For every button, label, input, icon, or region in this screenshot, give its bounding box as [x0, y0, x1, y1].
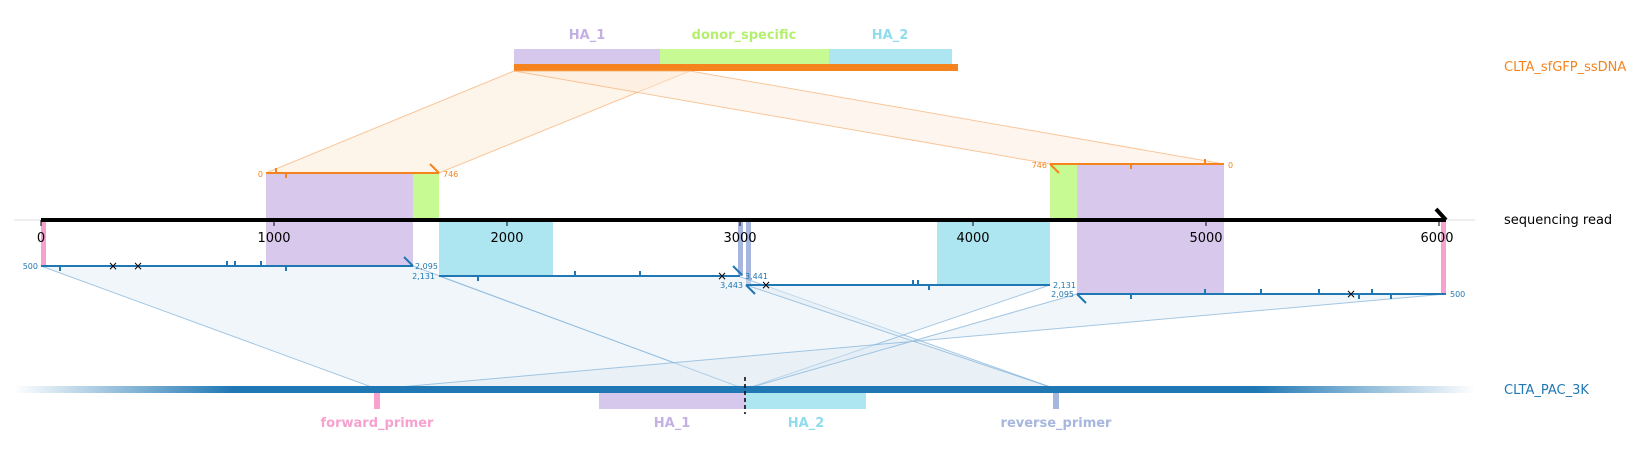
- read-arrowhead: [1434, 207, 1448, 222]
- target-alignment-start-mark: [745, 284, 756, 295]
- donor-left-end-label: 746: [443, 170, 458, 179]
- target-alignment-start-mark: [1076, 293, 1087, 304]
- t1-end-label: 2,095: [415, 262, 438, 271]
- axis-tick-label: 4000: [956, 231, 989, 246]
- axis-tick-label: 1000: [257, 231, 290, 246]
- target-feature-ha2-label: HA_2: [788, 416, 825, 431]
- read-ha2-regions: [41, 220, 1446, 294]
- target-reference: forward_primer HA_1 HA_2 reverse_primer …: [14, 377, 1589, 431]
- target-alignment-4: × 2,095 500: [1051, 287, 1465, 304]
- donor-feature-ha2-label: HA_2: [872, 28, 909, 43]
- donor-right-wedge: [513, 70, 1225, 165]
- t3-start-label: 3,443: [720, 281, 743, 290]
- t3-end-label: 2,131: [1053, 281, 1076, 290]
- t2-end-label: 3,441: [745, 272, 768, 281]
- donor-feature-donor-specific-label: donor_specific: [692, 28, 797, 43]
- aligned-donor-specific-region: [1050, 164, 1077, 220]
- deletion-mark: ×: [133, 259, 143, 273]
- donor-connections: [265, 70, 1225, 174]
- donor-alignment-end-mark: [429, 163, 440, 174]
- target-feature-reverse-primer-label: reverse_primer: [1001, 416, 1113, 431]
- target-alignment-1: × × 500 2,095: [23, 256, 438, 273]
- target-reference-label: CLTA_PAC_3K: [1504, 383, 1589, 398]
- deletion-mark: ×: [761, 278, 771, 292]
- axis-tick-label: 3000: [723, 231, 756, 246]
- donor-feature-ha2-band: [829, 49, 952, 65]
- donor-feature-ha1-label: HA_1: [569, 28, 606, 43]
- donor-reference-bar: [514, 64, 958, 71]
- donor-right-end-label: 0: [1228, 161, 1233, 170]
- target-feature-forward-primer-label: forward_primer: [321, 416, 435, 431]
- aligned-forward-primer-region: [1441, 220, 1446, 294]
- deletion-mark: ×: [717, 269, 727, 283]
- donor-left-start-label: 0: [258, 170, 263, 179]
- aligned-ha2-region: [439, 220, 553, 276]
- t1-start-label: 500: [23, 262, 38, 271]
- target-alignment-2: × 2,131 3,441: [412, 265, 768, 283]
- aligned-primer-region: [746, 220, 751, 285]
- donor-right-start-label: 746: [1032, 161, 1047, 170]
- read-axis: sequencing read: [14, 207, 1612, 228]
- axis-tick-label: 0: [37, 231, 45, 246]
- t2-start-label: 2,131: [412, 272, 435, 281]
- donor-reference-label: CLTA_sfGFP_ssDNA: [1504, 60, 1626, 75]
- deletion-mark: ×: [1346, 287, 1356, 301]
- donor-feature-ha1-band: [514, 49, 660, 65]
- target-feature-forward-primer-band: [374, 393, 380, 409]
- aligned-ha1-region: [1077, 164, 1224, 294]
- donor-reference: HA_1 donor_specific HA_2 CLTA_sfGFP_ssDN…: [514, 28, 1626, 75]
- donor-alignment-start-mark: [1049, 163, 1060, 174]
- target-alignment-end-mark: [403, 256, 414, 267]
- aligned-ha2-region: [937, 220, 1050, 285]
- t4-end-label: 500: [1450, 290, 1465, 299]
- aligned-donor-specific-region: [413, 173, 439, 220]
- read-axis-ticks: 0 1000 2000 3000 4000 5000 6000: [37, 220, 1454, 246]
- target-feature-ha1-band: [599, 393, 745, 409]
- axis-tick-label: 2000: [490, 231, 523, 246]
- target-alignment-end-mark: [732, 265, 743, 276]
- target-alignment-3: × 3,443 2,131: [720, 278, 1076, 295]
- donor-alignment-left: 0 746: [258, 163, 458, 266]
- aligned-primer-region: [738, 220, 743, 276]
- donor-feature-donor-specific-band: [660, 49, 829, 65]
- read-label: sequencing read: [1504, 213, 1612, 228]
- target-feature-ha1-label: HA_1: [654, 416, 691, 431]
- target-reference-bar: [14, 386, 1475, 393]
- deletion-mark: ×: [108, 259, 118, 273]
- axis-tick-label: 5000: [1189, 231, 1222, 246]
- t4-start-label: 2,095: [1051, 290, 1074, 299]
- target-feature-reverse-primer-band: [1053, 393, 1059, 409]
- target-feature-ha2-band: [745, 393, 866, 409]
- target-connections: [40, 265, 1447, 390]
- axis-tick-label: 6000: [1420, 231, 1453, 246]
- donor-alignment-right: 746 0: [1032, 159, 1233, 294]
- aligned-forward-primer-region: [41, 220, 46, 266]
